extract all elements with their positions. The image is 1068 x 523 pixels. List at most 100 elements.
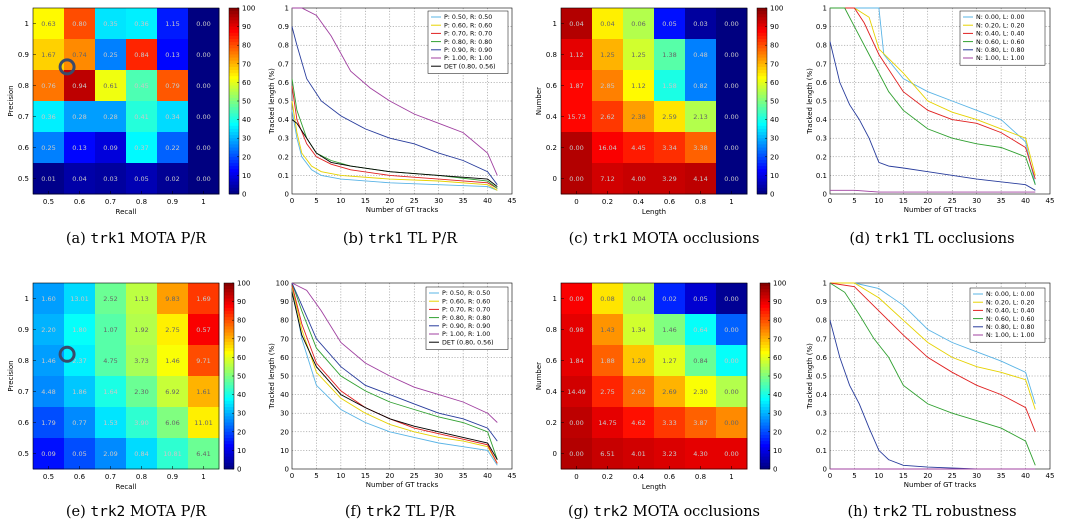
- colorbar-segment: [229, 187, 239, 192]
- cell-value: 2.75: [165, 326, 179, 334]
- heatmap-cell: [561, 407, 593, 439]
- cell-value: 0.25: [41, 144, 55, 152]
- colorbar-segment: [229, 190, 239, 195]
- colorbar-segment: [224, 310, 234, 315]
- y-tick-label: 0.5: [18, 450, 29, 458]
- y-tick-label: 1: [823, 5, 827, 13]
- colorbar-segment: [760, 459, 770, 464]
- cell-value: 3.73: [134, 357, 148, 365]
- panel-caption: (d) trk1 TL occlusions: [849, 231, 1014, 247]
- colorbar-tick-label: 50: [237, 373, 246, 381]
- cell-value: 0.36: [41, 113, 55, 121]
- heatmap-cell: [561, 39, 593, 71]
- x-tick-label: 35: [997, 472, 1006, 480]
- heatmap-cell: [623, 39, 655, 71]
- colorbar-segment: [760, 397, 770, 402]
- colorbar-segment: [757, 107, 767, 111]
- colorbar-segment: [760, 286, 770, 290]
- colorbar-tick-label: 30: [770, 135, 779, 143]
- cell-value: 1.12: [569, 51, 583, 59]
- colorbar-segment: [229, 97, 239, 102]
- heatmap-cell: [33, 101, 65, 133]
- series-line: [291, 100, 498, 191]
- legend-box: [425, 286, 509, 350]
- heatmap-cell: [623, 283, 655, 315]
- colorbar-segment: [229, 122, 239, 127]
- colorbar-segment: [757, 132, 767, 136]
- colorbar-segment: [224, 403, 234, 408]
- caption-letter: (a): [66, 231, 91, 247]
- colorbar-tick-label: 10: [773, 447, 782, 455]
- heatmap-cell: [188, 39, 220, 71]
- x-axis-label: Recall: [116, 208, 137, 216]
- y-tick-label: 1: [823, 280, 827, 288]
- caption-title: TL P/R: [401, 504, 456, 520]
- colorbar-segment: [757, 110, 767, 114]
- colorbar-segment: [229, 48, 239, 52]
- heatmap-cell: [592, 314, 624, 346]
- x-tick-label: 5: [852, 472, 856, 480]
- y-tick-label: 1: [553, 20, 557, 28]
- series-line: [291, 119, 498, 187]
- cell-value: 0.05: [693, 295, 707, 303]
- cell-value: 1.12: [631, 82, 645, 90]
- cell-value: 1.13: [134, 295, 148, 303]
- colorbar-segment: [229, 88, 239, 93]
- colorbar-tick-label: 70: [242, 60, 251, 68]
- caption-title: MOTA occlusions: [628, 231, 760, 247]
- x-tick-label: 20: [385, 472, 394, 480]
- cell-value: 1.25: [600, 51, 614, 59]
- series-line: [292, 7, 498, 176]
- operating-point-marker: [58, 58, 76, 76]
- x-tick-label: 15: [361, 472, 370, 480]
- cell-value: 1.07: [103, 326, 117, 334]
- colorbar-tick-label: 40: [773, 391, 782, 399]
- cell-value: 0.00: [196, 51, 210, 59]
- x-tick-label: 0.2: [602, 198, 613, 206]
- colorbar-segment: [224, 329, 234, 333]
- heatmap-cell: [716, 283, 748, 315]
- heatmap-cell: [592, 376, 624, 408]
- colorbar-tick-label: 20: [242, 153, 251, 161]
- cell-value: 4.30: [693, 450, 707, 458]
- heatmap-cell: [64, 39, 96, 71]
- heatmap-cell: [64, 283, 96, 315]
- heatmap-cell: [188, 376, 220, 408]
- colorbar-segment: [760, 400, 770, 405]
- colorbar-segment: [760, 388, 770, 392]
- colorbar-segment: [757, 138, 767, 142]
- colorbar-segment: [229, 32, 239, 37]
- y-tick-label: 50: [280, 373, 289, 381]
- cell-value: 3.34: [662, 144, 676, 152]
- caption-letter: (c): [569, 231, 593, 247]
- cell-value: 0.79: [165, 82, 179, 90]
- series-line: [291, 86, 498, 189]
- heatmap-cell: [126, 70, 158, 102]
- panel-caption: (b) trk1 TL P/R: [343, 231, 458, 247]
- colorbar-segment: [760, 413, 770, 417]
- x-tick-label: 45: [508, 472, 517, 480]
- colorbar-segment: [229, 94, 239, 99]
- colorbar-segment: [760, 323, 770, 327]
- cell-value: 11.01: [194, 419, 213, 427]
- colorbar-segment: [760, 456, 770, 461]
- cell-value: 15.73: [567, 113, 586, 121]
- x-tick-label: 1: [201, 473, 205, 481]
- series-line: [291, 286, 498, 464]
- colorbar-segment: [229, 91, 239, 96]
- heatmap-cell: [592, 8, 624, 40]
- colorbar-segment: [229, 60, 239, 65]
- heatmap-cell: [592, 407, 624, 439]
- colorbar-segment: [229, 138, 239, 142]
- heatmap-frame: [560, 282, 748, 470]
- colorbar-segment: [224, 307, 234, 312]
- cell-value: 0.00: [724, 295, 738, 303]
- cell-value: 4.62: [631, 419, 645, 427]
- series-line: [291, 286, 498, 466]
- x-axis-label: Recall: [116, 483, 137, 491]
- cell-value: 0.28: [72, 113, 86, 121]
- legend-box: [969, 287, 1046, 343]
- x-tick-label: 0.6: [664, 473, 676, 481]
- x-axis-label: Number of GT tracks: [904, 206, 977, 214]
- colorbar-segment: [224, 283, 234, 287]
